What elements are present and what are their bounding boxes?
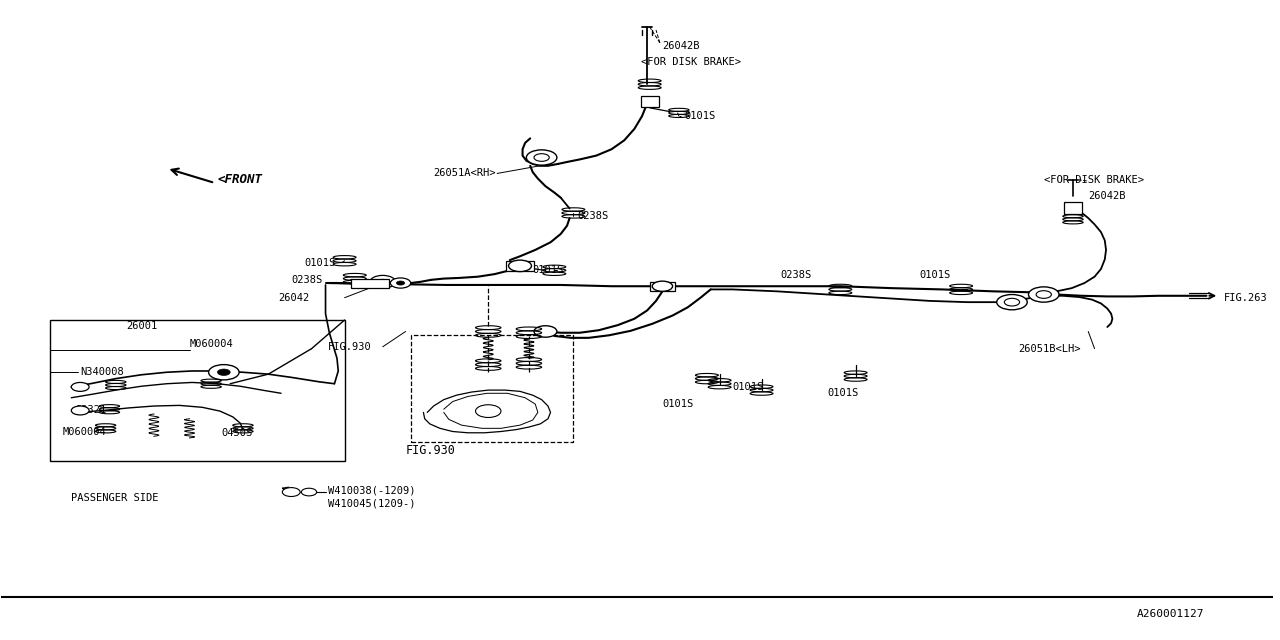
Bar (506, 260, 534, 271)
Text: 26051B<LH>: 26051B<LH> (1019, 344, 1080, 354)
Text: FIG.263: FIG.263 (1224, 292, 1268, 303)
Circle shape (1029, 287, 1059, 302)
Text: <FRONT: <FRONT (218, 173, 262, 186)
Text: 0101S: 0101S (684, 111, 716, 121)
Text: FIG.930: FIG.930 (406, 444, 456, 457)
Circle shape (997, 294, 1028, 310)
Circle shape (508, 260, 531, 271)
Text: 0238S: 0238S (781, 270, 812, 280)
Text: <FOR DISK BRAKE>: <FOR DISK BRAKE> (1043, 175, 1144, 185)
Text: 26042B: 26042B (1088, 191, 1125, 201)
Circle shape (526, 150, 557, 165)
Text: M060004: M060004 (63, 426, 106, 436)
Text: 0101S: 0101S (303, 258, 335, 268)
Text: A260001127: A260001127 (1137, 609, 1204, 620)
Circle shape (283, 488, 300, 497)
Text: W410038(-1209): W410038(-1209) (328, 485, 416, 495)
Text: 0101S: 0101S (919, 270, 951, 280)
Text: M060004: M060004 (189, 339, 233, 349)
Text: 26001: 26001 (125, 321, 157, 332)
Text: 83321: 83321 (76, 406, 106, 415)
Text: 0238S: 0238S (577, 211, 608, 221)
Circle shape (370, 275, 396, 288)
Circle shape (301, 488, 316, 496)
Circle shape (72, 406, 90, 415)
Text: 26042: 26042 (279, 292, 310, 303)
Bar (1064, 202, 1082, 214)
Circle shape (534, 154, 549, 161)
Circle shape (390, 278, 411, 288)
Bar (641, 96, 659, 107)
Text: <FOR DISK BRAKE>: <FOR DISK BRAKE> (641, 57, 741, 67)
Circle shape (218, 369, 230, 376)
Circle shape (476, 404, 500, 417)
Circle shape (1036, 291, 1051, 298)
Text: 0101S: 0101S (662, 399, 694, 409)
Circle shape (653, 281, 672, 291)
Bar (411, 335, 573, 442)
Text: 26051A<RH>: 26051A<RH> (434, 168, 497, 179)
Text: 0238S: 0238S (292, 275, 323, 285)
Circle shape (397, 281, 404, 285)
Text: 0101S: 0101S (732, 382, 764, 392)
Circle shape (209, 365, 239, 380)
Circle shape (378, 279, 388, 284)
Text: 0450S: 0450S (221, 428, 252, 438)
Text: 26042B: 26042B (662, 41, 700, 51)
Circle shape (1005, 298, 1020, 306)
Circle shape (72, 383, 90, 392)
Text: W410045(1209-): W410045(1209-) (328, 499, 416, 509)
Text: 0101S: 0101S (828, 388, 859, 398)
Circle shape (534, 326, 557, 337)
Text: FIG.930: FIG.930 (328, 342, 371, 352)
Text: N340008: N340008 (81, 367, 124, 377)
Text: 0101S: 0101S (532, 266, 564, 275)
Text: PASSENGER SIDE: PASSENGER SIDE (72, 493, 159, 504)
Bar (650, 282, 675, 291)
Bar (351, 279, 389, 288)
Bar (50, 320, 344, 461)
